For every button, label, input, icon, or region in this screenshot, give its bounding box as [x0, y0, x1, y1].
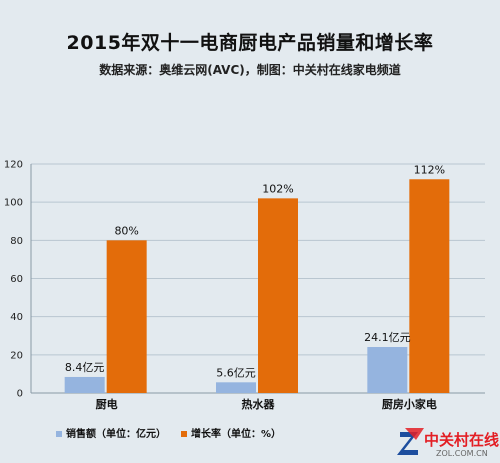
data-label-growth-1: 102% — [262, 182, 293, 195]
x-tick-label: 厨电 — [96, 397, 118, 411]
bar-growth-1 — [258, 198, 298, 393]
legend-label-growth: 增长率（单位：%） — [191, 427, 281, 440]
logo-text-cn: 中关村在线 — [424, 431, 499, 449]
legend-label-sales: 销售额（单位：亿元） — [66, 427, 166, 440]
zol-logo: 中关村在线 ZOL.COM.CN — [397, 428, 499, 458]
legend-swatch-sales — [56, 431, 62, 437]
y-tick-label: 60 — [10, 274, 23, 285]
y-tick-label: 120 — [4, 160, 23, 171]
y-tick-label: 100 — [4, 198, 23, 209]
x-axis: 厨电 热水器 厨房小家电 — [96, 397, 437, 411]
y-tick-label: 80 — [10, 236, 23, 247]
data-label-growth-0: 80% — [114, 224, 138, 237]
data-label-sales-1: 5.6亿元 — [216, 366, 256, 379]
legend: 销售额（单位：亿元） 增长率（单位：%） — [56, 427, 281, 440]
bars — [64, 179, 450, 393]
y-tick-label: 0 — [17, 389, 23, 400]
chart-subtitle: 数据来源：奥维云网(AVC)，制图：中关村在线家电频道 — [99, 63, 401, 77]
x-tick-label: 厨房小家电 — [382, 397, 437, 411]
bar-growth-2 — [409, 179, 450, 393]
bar-growth-0 — [106, 240, 147, 393]
y-tick-label: 20 — [10, 350, 23, 361]
chart-title: 2015年双十一电商厨电产品销量和增长率 — [66, 32, 434, 54]
legend-swatch-growth — [181, 431, 187, 437]
x-tick-label: 热水器 — [242, 397, 276, 411]
bar-sales-2 — [367, 347, 408, 393]
data-label-sales-2: 24.1亿元 — [364, 331, 411, 344]
data-label-sales-0: 8.4亿元 — [65, 361, 105, 374]
data-labels: 8.4亿元 80% 5.6亿元 102% 24.1亿元 112% — [65, 163, 445, 379]
logo-text-en: ZOL.COM.CN — [436, 449, 488, 458]
bar-sales-0 — [64, 376, 105, 393]
bar-sales-1 — [216, 382, 256, 393]
y-tick-label: 40 — [10, 312, 23, 323]
data-label-growth-2: 112% — [414, 163, 445, 176]
